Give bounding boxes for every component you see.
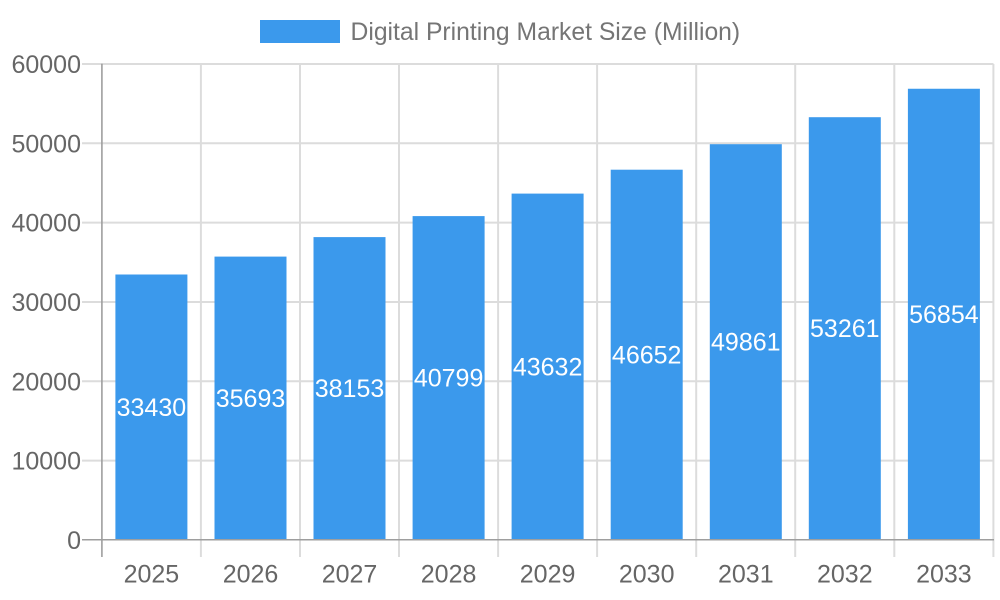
svg-text:40799: 40799	[414, 365, 484, 393]
svg-text:2029: 2029	[520, 561, 576, 589]
svg-text:49861: 49861	[711, 329, 781, 357]
svg-text:0: 0	[67, 527, 81, 555]
svg-text:2033: 2033	[916, 561, 972, 589]
svg-text:50000: 50000	[11, 130, 81, 158]
svg-text:53261: 53261	[810, 315, 880, 343]
svg-text:2028: 2028	[421, 561, 477, 589]
svg-text:10000: 10000	[11, 448, 81, 476]
svg-text:46652: 46652	[612, 341, 682, 369]
svg-text:2027: 2027	[322, 561, 378, 589]
svg-text:20000: 20000	[11, 368, 81, 396]
svg-text:2026: 2026	[223, 561, 279, 589]
svg-text:30000: 30000	[11, 289, 81, 317]
svg-text:35693: 35693	[216, 385, 286, 413]
svg-text:2025: 2025	[124, 561, 180, 589]
svg-text:38153: 38153	[315, 375, 385, 403]
svg-text:60000: 60000	[11, 51, 81, 79]
svg-text:33430: 33430	[117, 394, 187, 422]
svg-text:40000: 40000	[11, 210, 81, 238]
svg-text:2030: 2030	[619, 561, 675, 589]
svg-text:2031: 2031	[718, 561, 774, 589]
svg-text:43632: 43632	[513, 353, 583, 381]
svg-text:2032: 2032	[817, 561, 873, 589]
svg-text:Digital Printing Market Size (: Digital Printing Market Size (Million)	[351, 19, 741, 46]
svg-text:56854: 56854	[909, 301, 979, 329]
